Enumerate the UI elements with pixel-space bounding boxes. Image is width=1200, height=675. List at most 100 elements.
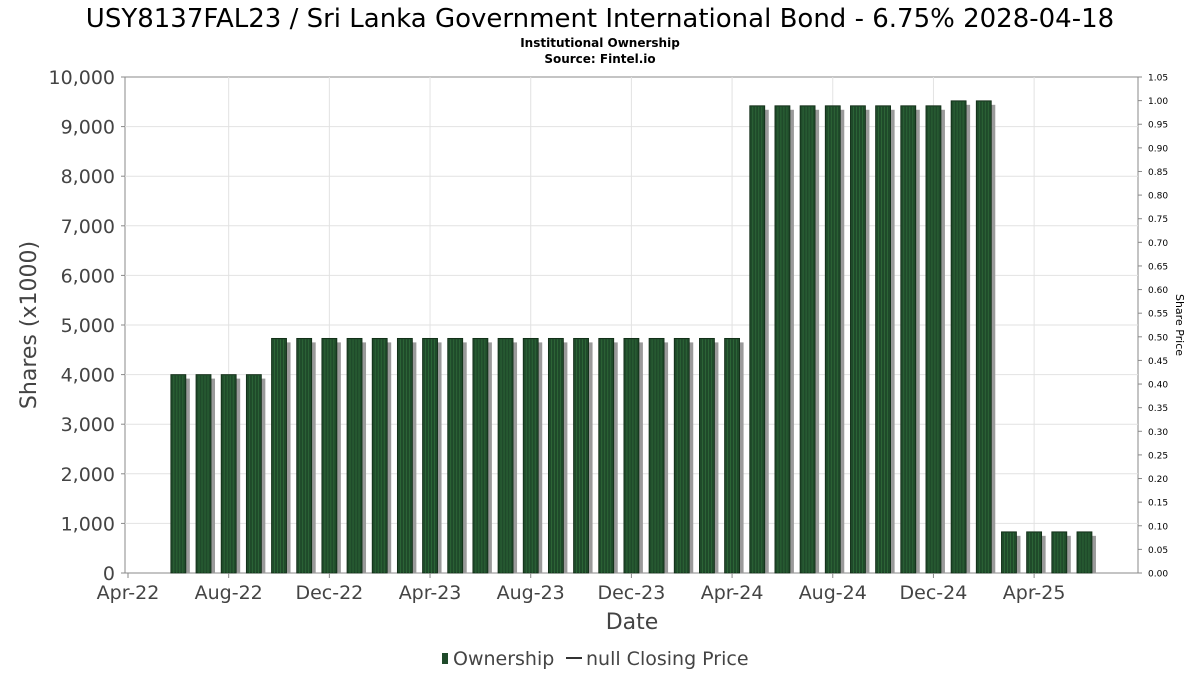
bar-body <box>724 337 740 574</box>
x-axis-label: Date <box>606 610 659 635</box>
x-tick-label: Apr-25 <box>1003 582 1066 604</box>
bar <box>195 374 216 574</box>
bar <box>598 337 618 574</box>
bar <box>220 374 241 574</box>
y2-tick-label: 0.40 <box>1148 381 1168 391</box>
bar <box>170 374 190 574</box>
bar <box>296 337 316 574</box>
bar-body <box>296 337 313 574</box>
bar-body <box>321 337 338 574</box>
y2-tick-label: 0.65 <box>1148 262 1168 272</box>
bar <box>1001 531 1021 574</box>
bar <box>623 337 643 574</box>
legend-ownership-swatch <box>442 653 448 664</box>
bar-body <box>925 105 942 574</box>
x-tick-label: Apr-24 <box>701 582 764 604</box>
bar <box>900 105 920 574</box>
bar-body <box>598 337 615 574</box>
y-tick-label: 7,000 <box>61 216 115 238</box>
bar-body <box>950 100 967 574</box>
plot-area <box>124 76 1139 574</box>
x-tick-label: Dec-24 <box>900 582 968 604</box>
bar <box>245 374 266 574</box>
y2-tick-label: 0.25 <box>1148 451 1168 461</box>
bar-body <box>573 337 589 574</box>
bar <box>346 337 367 574</box>
bar <box>1026 531 1046 574</box>
bar <box>271 337 291 574</box>
y2-tick-label: 0.70 <box>1148 239 1168 249</box>
bar <box>799 105 820 574</box>
legend-price-label: null Closing Price <box>586 648 749 670</box>
bar <box>422 337 442 574</box>
bar-body <box>396 337 413 574</box>
y2-tick-label: 0.90 <box>1148 144 1168 154</box>
bar-body <box>1001 531 1017 574</box>
y-tick-label: 8,000 <box>61 166 115 188</box>
bar <box>673 337 694 574</box>
bar <box>522 337 543 574</box>
bar <box>1076 531 1096 574</box>
bar <box>875 105 895 574</box>
bar-body <box>195 374 212 574</box>
bar-body <box>371 337 388 574</box>
bar <box>774 105 794 574</box>
bar <box>472 337 492 574</box>
bar-body <box>547 337 564 574</box>
y-tick-label: 5,000 <box>61 315 115 337</box>
x-tick-label: Aug-23 <box>497 582 565 604</box>
y-tick-label: 2,000 <box>61 464 115 486</box>
y-tick-label: 1,000 <box>61 513 115 535</box>
y-axis-left: 0 1,000 2,000 3,000 4,000 5,000 6,000 7,000 8,00… <box>49 67 125 585</box>
y-axis-label: Shares (x1000) <box>17 241 42 409</box>
bar <box>699 337 719 574</box>
y-axis-right: 0.00 0.05 0.10 0.15 0.20 0.25 0.30 0.35 0.40 0.45… <box>1138 74 1168 580</box>
legend: Ownership null Closing Price <box>442 648 749 670</box>
y2-tick-label: 0.35 <box>1148 404 1168 414</box>
bar <box>749 105 769 574</box>
x-tick-label: Dec-22 <box>295 582 363 604</box>
y2-tick-label: 0.00 <box>1148 570 1168 580</box>
x-tick-label: Aug-22 <box>195 582 263 604</box>
y-tick-label: 6,000 <box>61 265 115 287</box>
bar-body <box>271 337 287 574</box>
bar <box>975 100 996 574</box>
y2-tick-label: 1.00 <box>1148 97 1168 107</box>
bar <box>824 105 845 574</box>
bar <box>321 337 341 574</box>
y2-tick-label: 0.55 <box>1148 310 1168 320</box>
y-tick-label: 9,000 <box>61 117 115 139</box>
bar <box>850 105 870 574</box>
y-tick-label: 4,000 <box>61 365 115 387</box>
bar <box>396 337 417 574</box>
y-tick-label: 10,000 <box>49 67 115 89</box>
y-tick-label: 0 <box>103 563 115 585</box>
chart-title: USY8137FAL23 / Sri Lanka Government Inte… <box>86 4 1114 34</box>
bar-body <box>799 105 816 574</box>
y2-tick-label: 0.30 <box>1148 428 1168 438</box>
x-axis: Apr-22 Aug-22 Dec-22 Apr-23 Aug-23 Dec-23 Apr-… <box>97 573 1066 604</box>
bar-body <box>220 374 237 574</box>
y2-tick-label: 0.10 <box>1148 522 1168 532</box>
y2-tick-label: 0.95 <box>1148 121 1168 131</box>
bar-body <box>699 337 715 574</box>
bar-body <box>975 100 992 574</box>
x-tick-label: Dec-23 <box>597 582 665 604</box>
bar-body <box>472 337 489 574</box>
bar-body <box>497 337 514 574</box>
y2-tick-label: 0.50 <box>1148 333 1168 343</box>
y2-tick-label: 0.60 <box>1148 286 1168 296</box>
bar <box>724 337 744 574</box>
bar <box>925 105 945 574</box>
y2-tick-label: 0.15 <box>1148 499 1168 509</box>
x-tick-label: Apr-22 <box>97 582 160 604</box>
y2-tick-label: 0.80 <box>1148 192 1168 202</box>
bar <box>497 337 518 574</box>
bar-body <box>1076 531 1093 574</box>
bar-body <box>774 105 791 574</box>
bar-body <box>850 105 866 574</box>
chart-source: Source: Fintel.io <box>544 52 655 66</box>
bar <box>371 337 392 574</box>
bar-body <box>824 105 841 574</box>
bar-body <box>749 105 766 574</box>
